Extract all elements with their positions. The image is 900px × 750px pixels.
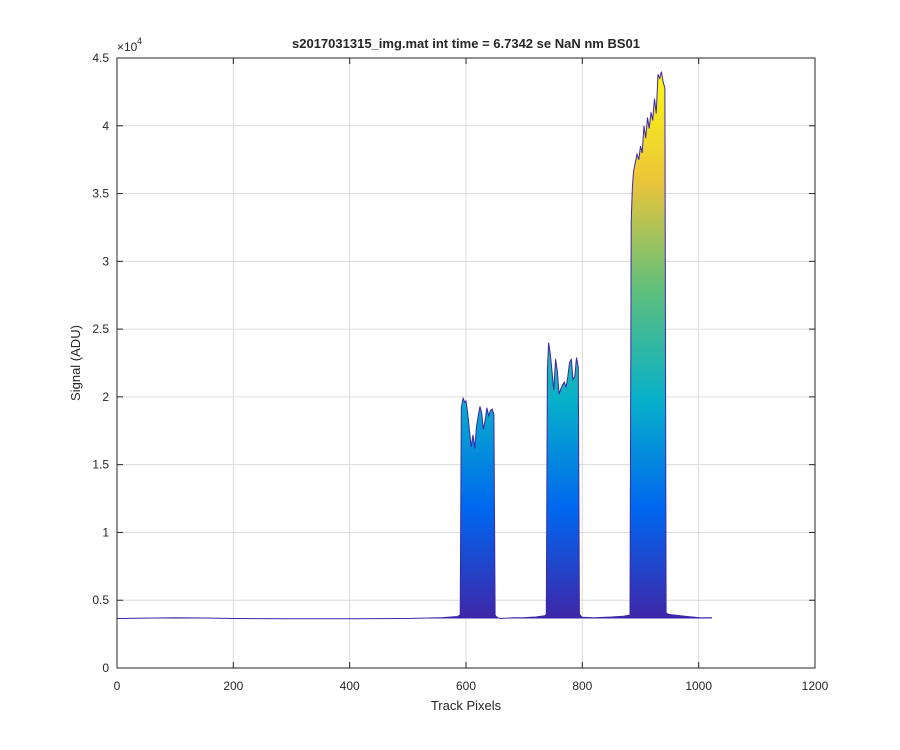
x-tick-label: 0 (114, 679, 121, 693)
x-tick-label: 1200 (802, 679, 829, 693)
signal-area (117, 71, 712, 619)
data-series (117, 71, 713, 620)
y-axis-label: Signal (ADU) (68, 325, 83, 401)
x-tick-label: 200 (223, 679, 243, 693)
chart-title: s2017031315_img.mat int time = 6.7342 se… (292, 36, 640, 51)
y-tick-label: 4.5 (92, 51, 109, 65)
y-tick-label: 0.5 (92, 593, 109, 607)
x-tick-label: 600 (456, 679, 476, 693)
y-tick-label: 2 (102, 390, 109, 404)
signal-line (117, 71, 713, 620)
y-tick-label: 3.5 (92, 187, 109, 201)
y-exponent-power: 4 (137, 36, 142, 46)
y-exponent-base: ×10 (117, 40, 138, 54)
y-tick-label: 1.5 (92, 458, 109, 472)
y-tick-label: 4 (102, 119, 109, 133)
y-tick-label: 1 (102, 525, 109, 539)
x-tick-label: 1000 (685, 679, 712, 693)
y-tick-label: 2.5 (92, 322, 109, 336)
x-axis-label: Track Pixels (431, 698, 502, 713)
x-axis: 0 200 400 600 800 1000 1200 (114, 58, 829, 693)
y-axis: 0 0.5 1 1.5 2 2.5 3 3.5 4 4.5 (92, 51, 815, 675)
y-tick-label: 0 (102, 661, 109, 675)
x-tick-label: 400 (340, 679, 360, 693)
y-tick-label: 3 (102, 254, 109, 268)
x-tick-label: 800 (572, 679, 592, 693)
